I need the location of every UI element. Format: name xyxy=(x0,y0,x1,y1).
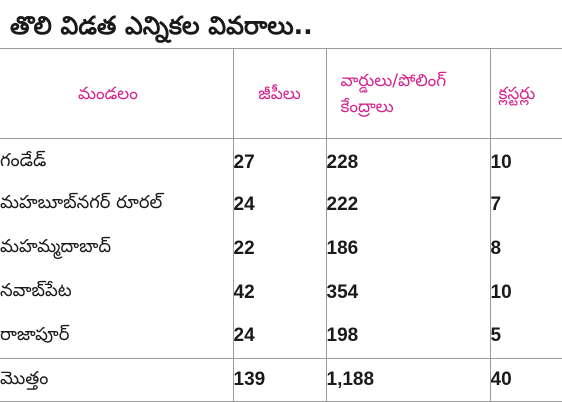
table-row: నవాబ్‌పేట 42 354 10 xyxy=(0,270,562,315)
gp-count: 27 xyxy=(232,138,327,183)
table-row: మహబూబ్‌నగర్ రూరల్ 24 222 7 xyxy=(0,182,562,227)
header-clusters: క్లస్టర్లు xyxy=(489,48,562,139)
mandal-name: రాజాపూర్ xyxy=(0,314,234,359)
gp-count: 42 xyxy=(232,270,327,315)
cluster-count: 7 xyxy=(489,182,562,227)
total-cluster-count: 40 xyxy=(489,358,562,402)
total-label: మొత్తం xyxy=(0,358,234,402)
total-ward-count: 1,188 xyxy=(325,358,491,402)
gp-count: 24 xyxy=(232,314,327,359)
page-title: తొలి విడత ఎన్నికల వివరాలు.. xyxy=(10,11,313,40)
total-row: మొత్తం 139 1,188 40 xyxy=(0,358,562,402)
ward-count: 228 xyxy=(325,138,491,183)
ward-count: 222 xyxy=(325,182,491,227)
election-details-table: మండలం జీపీలు వార్డులు/పోలింగ్ కేంద్రాలు … xyxy=(0,48,562,402)
cluster-count: 10 xyxy=(489,270,562,315)
table-row: గండేడ్ 27 228 10 xyxy=(0,138,562,183)
header-gps: జీపీలు xyxy=(232,48,327,139)
table-row: రాజాపూర్ 24 198 5 xyxy=(0,314,562,359)
table-row: మహమ్మదాబాద్ 22 186 8 xyxy=(0,226,562,271)
ward-count: 186 xyxy=(325,226,491,271)
total-gp-count: 139 xyxy=(232,358,327,402)
cluster-count: 8 xyxy=(489,226,562,271)
mandal-name: మహమ్మదాబాద్ xyxy=(0,226,234,271)
ward-count: 198 xyxy=(325,314,491,359)
ward-count: 354 xyxy=(325,270,491,315)
gp-count: 22 xyxy=(232,226,327,271)
header-mandal: మండలం xyxy=(0,48,234,139)
header-row: మండలం జీపీలు వార్డులు/పోలింగ్ కేంద్రాలు … xyxy=(0,48,562,139)
header-wards-polling-centres: వార్డులు/పోలింగ్ కేంద్రాలు xyxy=(325,48,491,139)
mandal-name: మహబూబ్‌నగర్ రూరల్ xyxy=(0,182,234,227)
cluster-count: 5 xyxy=(489,314,562,359)
cluster-count: 10 xyxy=(489,138,562,183)
gp-count: 24 xyxy=(232,182,327,227)
mandal-name: గండేడ్ xyxy=(0,138,234,183)
mandal-name: నవాబ్‌పేట xyxy=(0,270,234,315)
